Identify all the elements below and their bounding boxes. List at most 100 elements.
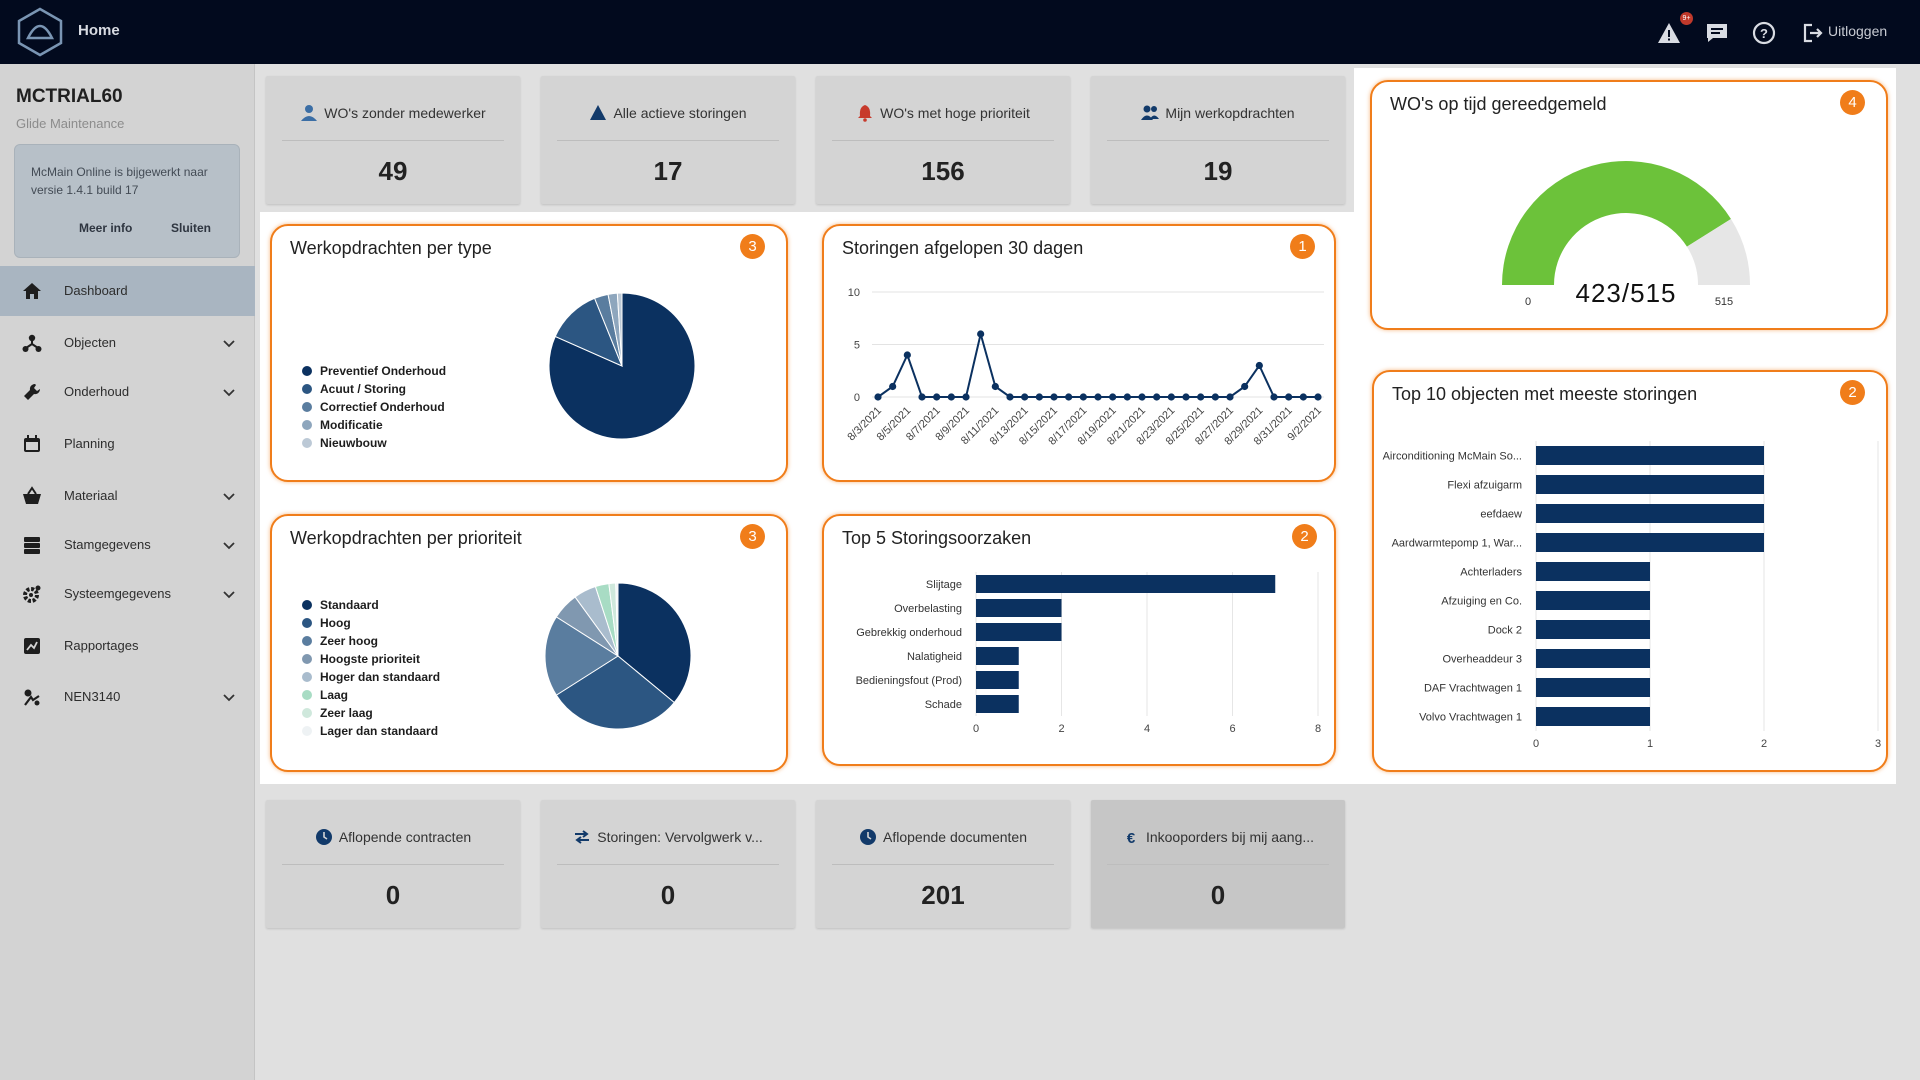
bar[interactable]	[976, 647, 1019, 665]
more-info-button[interactable]: Meer info	[79, 221, 133, 235]
data-point[interactable]	[962, 393, 970, 401]
pie-slice[interactable]	[615, 582, 619, 657]
data-point[interactable]	[933, 393, 941, 401]
logout-link[interactable]: Uitloggen	[1828, 23, 1888, 39]
data-point[interactable]	[1299, 393, 1307, 401]
bar[interactable]	[1536, 591, 1650, 610]
bar[interactable]	[1536, 678, 1650, 697]
data-point[interactable]	[1065, 393, 1073, 401]
sidebar-item-planning[interactable]: Planning	[0, 419, 255, 469]
data-point[interactable]	[1255, 361, 1263, 370]
bar[interactable]	[1536, 475, 1764, 494]
pie-slice[interactable]	[555, 655, 675, 730]
sidebar-item-systeemgegevens[interactable]: Systeemgegevens	[0, 569, 255, 619]
chevron-down-icon[interactable]	[222, 386, 236, 400]
bar[interactable]	[976, 695, 1019, 713]
legend-item[interactable]: Lager dan standaard	[302, 722, 440, 740]
legend-item[interactable]: Standaard	[302, 596, 440, 614]
y-tick-label: Schade	[925, 699, 962, 711]
kpi-card-expiring-contracts[interactable]: Aflopende contracten 0	[266, 800, 520, 928]
data-point[interactable]	[1123, 393, 1131, 401]
home-link[interactable]: Home	[78, 22, 120, 39]
data-point[interactable]	[1314, 393, 1322, 401]
data-point[interactable]	[1109, 393, 1117, 401]
bar[interactable]	[1536, 620, 1650, 639]
bar[interactable]	[976, 623, 1062, 641]
app-logo-icon[interactable]	[14, 6, 66, 58]
bar[interactable]	[1536, 649, 1650, 668]
legend-item[interactable]: Nieuwbouw	[302, 434, 446, 452]
legend-item[interactable]: Acuut / Storing	[302, 380, 446, 398]
legend-item[interactable]: Modificatie	[302, 416, 446, 434]
data-point[interactable]	[1138, 393, 1146, 401]
kpi-card-unassigned[interactable]: WO's zonder medewerker 49	[266, 76, 520, 204]
bar[interactable]	[976, 671, 1019, 689]
pie-slice[interactable]	[544, 616, 619, 696]
data-point[interactable]	[991, 382, 999, 391]
data-point[interactable]	[889, 382, 897, 391]
sidebar-item-rapportages[interactable]: Rapportages	[0, 621, 255, 671]
chart-legend: Standaard Hoog Zeer hoog Hoogste prioriteit…	[302, 596, 440, 740]
data-point[interactable]	[1094, 393, 1102, 401]
bar[interactable]	[1536, 504, 1764, 523]
data-point[interactable]	[1035, 393, 1043, 401]
data-point[interactable]	[947, 393, 955, 401]
sidebar-item-stamgegevens[interactable]: Stamgegevens	[0, 520, 255, 570]
legend-item[interactable]: Zeer laag	[302, 704, 440, 722]
legend-item[interactable]: Correctief Onderhoud	[302, 398, 446, 416]
sidebar-item-dashboard[interactable]: Dashboard	[0, 266, 255, 316]
data-point[interactable]	[1226, 393, 1234, 401]
bar[interactable]	[1536, 446, 1764, 465]
legend-item[interactable]: Hoogste prioriteit	[302, 650, 440, 668]
kpi-card-my-work-orders[interactable]: Mijn werkopdrachten 19	[1091, 76, 1345, 204]
bar[interactable]	[1536, 707, 1650, 726]
legend-item[interactable]: Zeer hoog	[302, 632, 440, 650]
chat-icon[interactable]	[1704, 20, 1730, 46]
data-point[interactable]	[1167, 393, 1175, 401]
chevron-down-icon[interactable]	[222, 490, 236, 504]
legend-item[interactable]: Hoog	[302, 614, 440, 632]
data-point[interactable]	[977, 330, 985, 338]
kpi-card-high-priority[interactable]: WO's met hoge prioriteit 156	[816, 76, 1070, 204]
data-point[interactable]	[1079, 393, 1087, 401]
alert-icon[interactable]	[1656, 20, 1682, 46]
kpi-card-purchase-orders[interactable]: € Inkooporders bij mij aang... 0	[1091, 800, 1345, 928]
data-point[interactable]	[918, 393, 926, 401]
legend-item[interactable]: Preventief Onderhoud	[302, 362, 446, 380]
logout-icon[interactable]	[1800, 20, 1826, 46]
kpi-card-active-failures[interactable]: Alle actieve storingen 17	[541, 76, 795, 204]
count-badge: 2	[1292, 524, 1317, 549]
chevron-down-icon[interactable]	[222, 539, 236, 553]
chevron-down-icon[interactable]	[222, 691, 236, 705]
data-point[interactable]	[1241, 382, 1249, 391]
chevron-down-icon[interactable]	[222, 337, 236, 351]
sidebar-item-objecten[interactable]: Objecten	[0, 318, 255, 368]
bar[interactable]	[1536, 562, 1650, 581]
data-point[interactable]	[1050, 393, 1058, 401]
data-point[interactable]	[1270, 393, 1278, 401]
data-point[interactable]	[1006, 393, 1014, 401]
bar[interactable]	[976, 575, 1276, 593]
data-point[interactable]	[1197, 393, 1205, 401]
sidebar-item-nen3140[interactable]: NEN3140	[0, 672, 255, 722]
kpi-card-expiring-documents[interactable]: Aflopende documenten 201	[816, 800, 1070, 928]
help-icon[interactable]: ?	[1751, 20, 1777, 46]
chevron-down-icon[interactable]	[222, 588, 236, 602]
pie-slice[interactable]	[617, 582, 692, 704]
data-point[interactable]	[1182, 393, 1190, 401]
data-point[interactable]	[903, 351, 911, 359]
bar[interactable]	[976, 599, 1062, 617]
sidebar-item-onderhoud[interactable]: Onderhoud	[0, 367, 255, 417]
data-point[interactable]	[1021, 393, 1029, 401]
data-point[interactable]	[1153, 393, 1161, 401]
data-point[interactable]	[1285, 393, 1293, 401]
sidebar-item-materiaal[interactable]: Materiaal	[0, 471, 255, 521]
close-notice-button[interactable]: Sluiten	[171, 221, 212, 235]
data-point[interactable]	[874, 393, 882, 401]
legend-item[interactable]: Laag	[302, 686, 440, 704]
bar[interactable]	[1536, 533, 1764, 552]
kpi-card-follow-up-work[interactable]: Storingen: Vervolgwerk v... 0	[541, 800, 795, 928]
pie-slice[interactable]	[616, 292, 623, 367]
legend-item[interactable]: Hoger dan standaard	[302, 668, 440, 686]
data-point[interactable]	[1211, 393, 1219, 401]
